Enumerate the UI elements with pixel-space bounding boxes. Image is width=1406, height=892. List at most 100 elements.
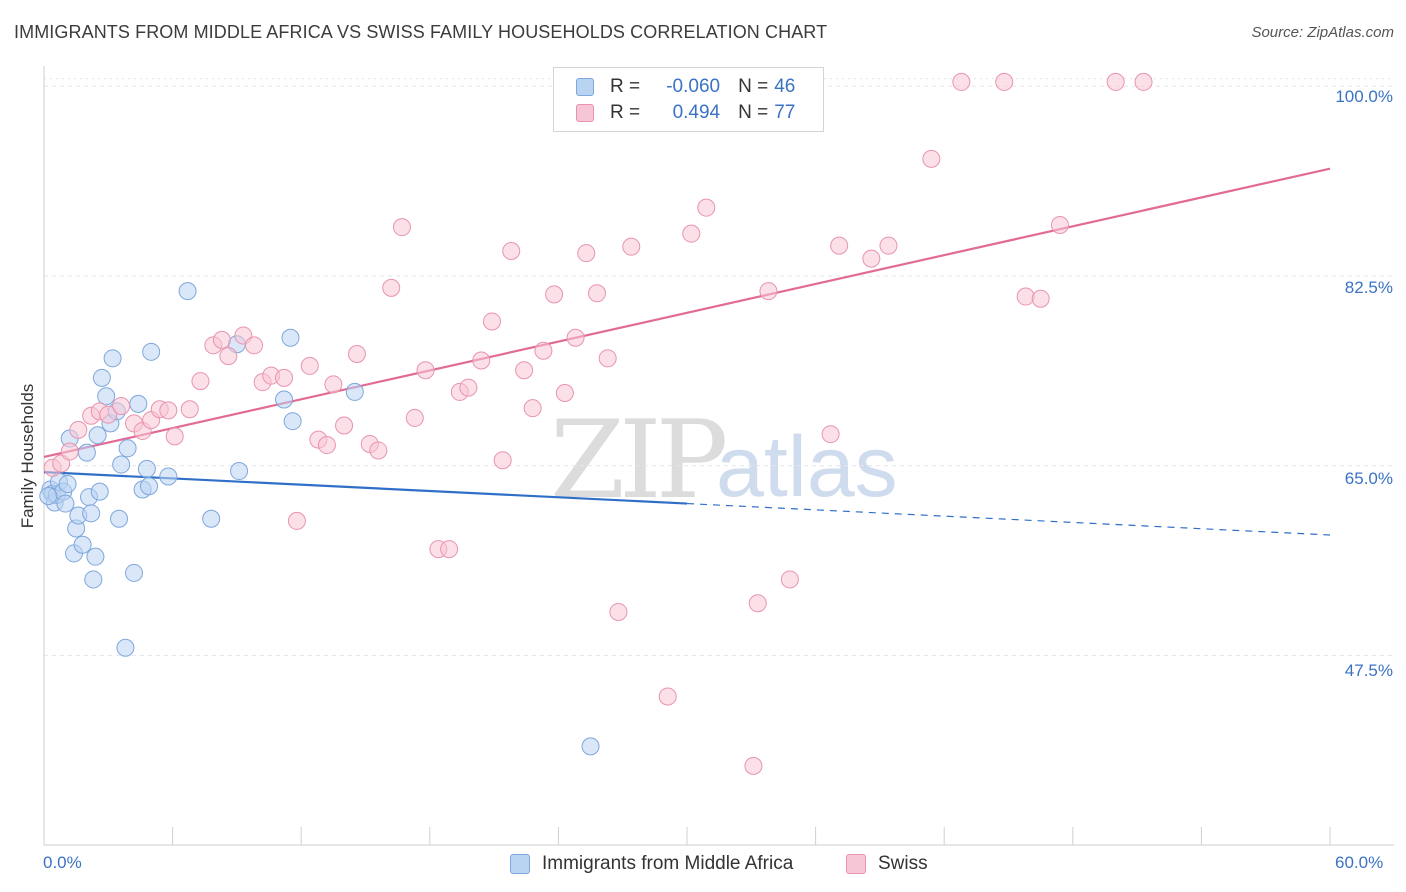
point-swiss: [952, 72, 971, 91]
point-swiss: [922, 149, 941, 168]
bottom-legend-label-blue: Immigrants from Middle Africa: [542, 853, 794, 874]
bottom-legend-swatch-pink: [846, 854, 866, 874]
point-swiss: [523, 399, 542, 418]
bottom-legend-swatch-blue: [510, 854, 530, 874]
legend-swatch-blue: [576, 78, 594, 96]
trend-line-swiss: [43, 167, 1331, 459]
chart-title: IMMIGRANTS FROM MIDDLE AFRICA VS SWISS F…: [14, 22, 828, 42]
point-swiss: [369, 441, 388, 460]
point-swiss: [1106, 72, 1125, 91]
legend-n-label: N =: [738, 76, 769, 97]
point-swiss: [335, 416, 354, 435]
point-middle-africa: [103, 349, 122, 368]
point-swiss: [275, 368, 294, 387]
point-swiss: [587, 284, 606, 303]
point-middle-africa: [77, 443, 96, 462]
point-middle-africa: [581, 737, 600, 756]
point-middle-africa: [140, 477, 159, 496]
point-middle-africa: [56, 494, 75, 513]
legend-row-pink: R = 0.494 N = 77: [576, 101, 795, 125]
point-middle-africa: [275, 390, 294, 409]
trend-line-middle-africa-extrapolated: [686, 502, 1331, 536]
point-swiss: [440, 540, 459, 559]
legend-swatch-pink: [576, 104, 594, 122]
data-points: [39, 71, 1153, 775]
point-swiss: [382, 278, 401, 297]
point-middle-africa: [202, 509, 221, 528]
y-tick-label-47-5: 47.5%: [1344, 661, 1393, 680]
point-middle-africa: [281, 328, 300, 347]
point-middle-africa: [142, 342, 161, 361]
point-swiss: [405, 408, 424, 427]
point-swiss: [493, 451, 512, 470]
point-swiss: [515, 361, 534, 380]
point-middle-africa: [92, 368, 111, 387]
point-swiss: [566, 328, 585, 347]
point-swiss: [658, 687, 677, 706]
point-swiss: [482, 312, 501, 331]
legend-r-label: R =: [610, 102, 641, 123]
point-middle-africa: [283, 412, 302, 431]
point-swiss: [300, 356, 319, 375]
point-swiss: [317, 436, 336, 455]
point-swiss: [502, 242, 521, 261]
point-middle-africa: [73, 535, 92, 554]
point-middle-africa: [112, 455, 131, 474]
point-swiss: [191, 372, 210, 391]
point-swiss: [1134, 72, 1153, 91]
x-tick-label-min: 0.0%: [43, 853, 82, 872]
point-swiss: [598, 349, 617, 368]
point-swiss: [545, 285, 564, 304]
point-middle-africa: [84, 570, 103, 589]
point-middle-africa: [159, 467, 178, 486]
point-swiss: [1050, 216, 1069, 234]
legend-n-label: N =: [738, 102, 769, 123]
point-swiss: [219, 347, 238, 366]
point-middle-africa: [129, 394, 148, 413]
point-swiss: [324, 375, 343, 394]
point-swiss: [287, 511, 306, 530]
point-swiss: [60, 442, 79, 461]
legend-row-blue: R = -0.060 N = 46: [576, 75, 795, 99]
point-middle-africa: [230, 462, 249, 481]
y-tick-label-100: 100.0%: [1335, 87, 1393, 106]
point-middle-africa: [178, 282, 197, 301]
point-middle-africa: [125, 563, 144, 582]
point-swiss: [472, 351, 491, 370]
y-tick-label-82-5: 82.5%: [1344, 278, 1393, 297]
point-middle-africa: [90, 482, 109, 501]
point-swiss: [821, 425, 840, 444]
point-swiss: [622, 237, 641, 256]
point-middle-africa: [345, 382, 364, 401]
axes: [43, 66, 1394, 846]
point-swiss: [780, 570, 799, 589]
point-swiss: [879, 236, 898, 255]
x-tick-label-max: 60.0%: [1335, 853, 1384, 872]
bottom-legend-blue: Immigrants from Middle Africa: [510, 852, 793, 876]
bottom-legend-label-pink: Swiss: [878, 853, 928, 874]
point-swiss: [459, 378, 478, 397]
legend-n-value: 77: [774, 102, 796, 123]
point-swiss: [180, 400, 199, 419]
point-swiss: [609, 602, 628, 621]
legend-n-value: 46: [774, 76, 796, 97]
point-swiss: [69, 420, 88, 439]
point-middle-africa: [110, 509, 129, 528]
point-middle-africa: [86, 547, 105, 566]
point-swiss: [759, 282, 778, 301]
point-swiss: [165, 427, 184, 446]
legend-r-value: -0.060: [666, 76, 721, 97]
point-middle-africa: [118, 439, 137, 458]
correlation-legend: R = -0.060 N = 46 R = 0.494 N = 77: [553, 67, 824, 132]
point-swiss: [577, 244, 596, 263]
point-swiss: [995, 72, 1014, 91]
grid-lines: [44, 78, 1394, 656]
bottom-legend-pink: Swiss: [846, 852, 928, 876]
point-middle-africa: [82, 504, 101, 523]
trend-lines: [43, 167, 1331, 536]
point-middle-africa: [39, 486, 58, 505]
source-label: Source: ZipAtlas.com: [1251, 24, 1394, 41]
y-tick-label-65: 65.0%: [1344, 469, 1393, 488]
point-swiss: [245, 336, 264, 355]
